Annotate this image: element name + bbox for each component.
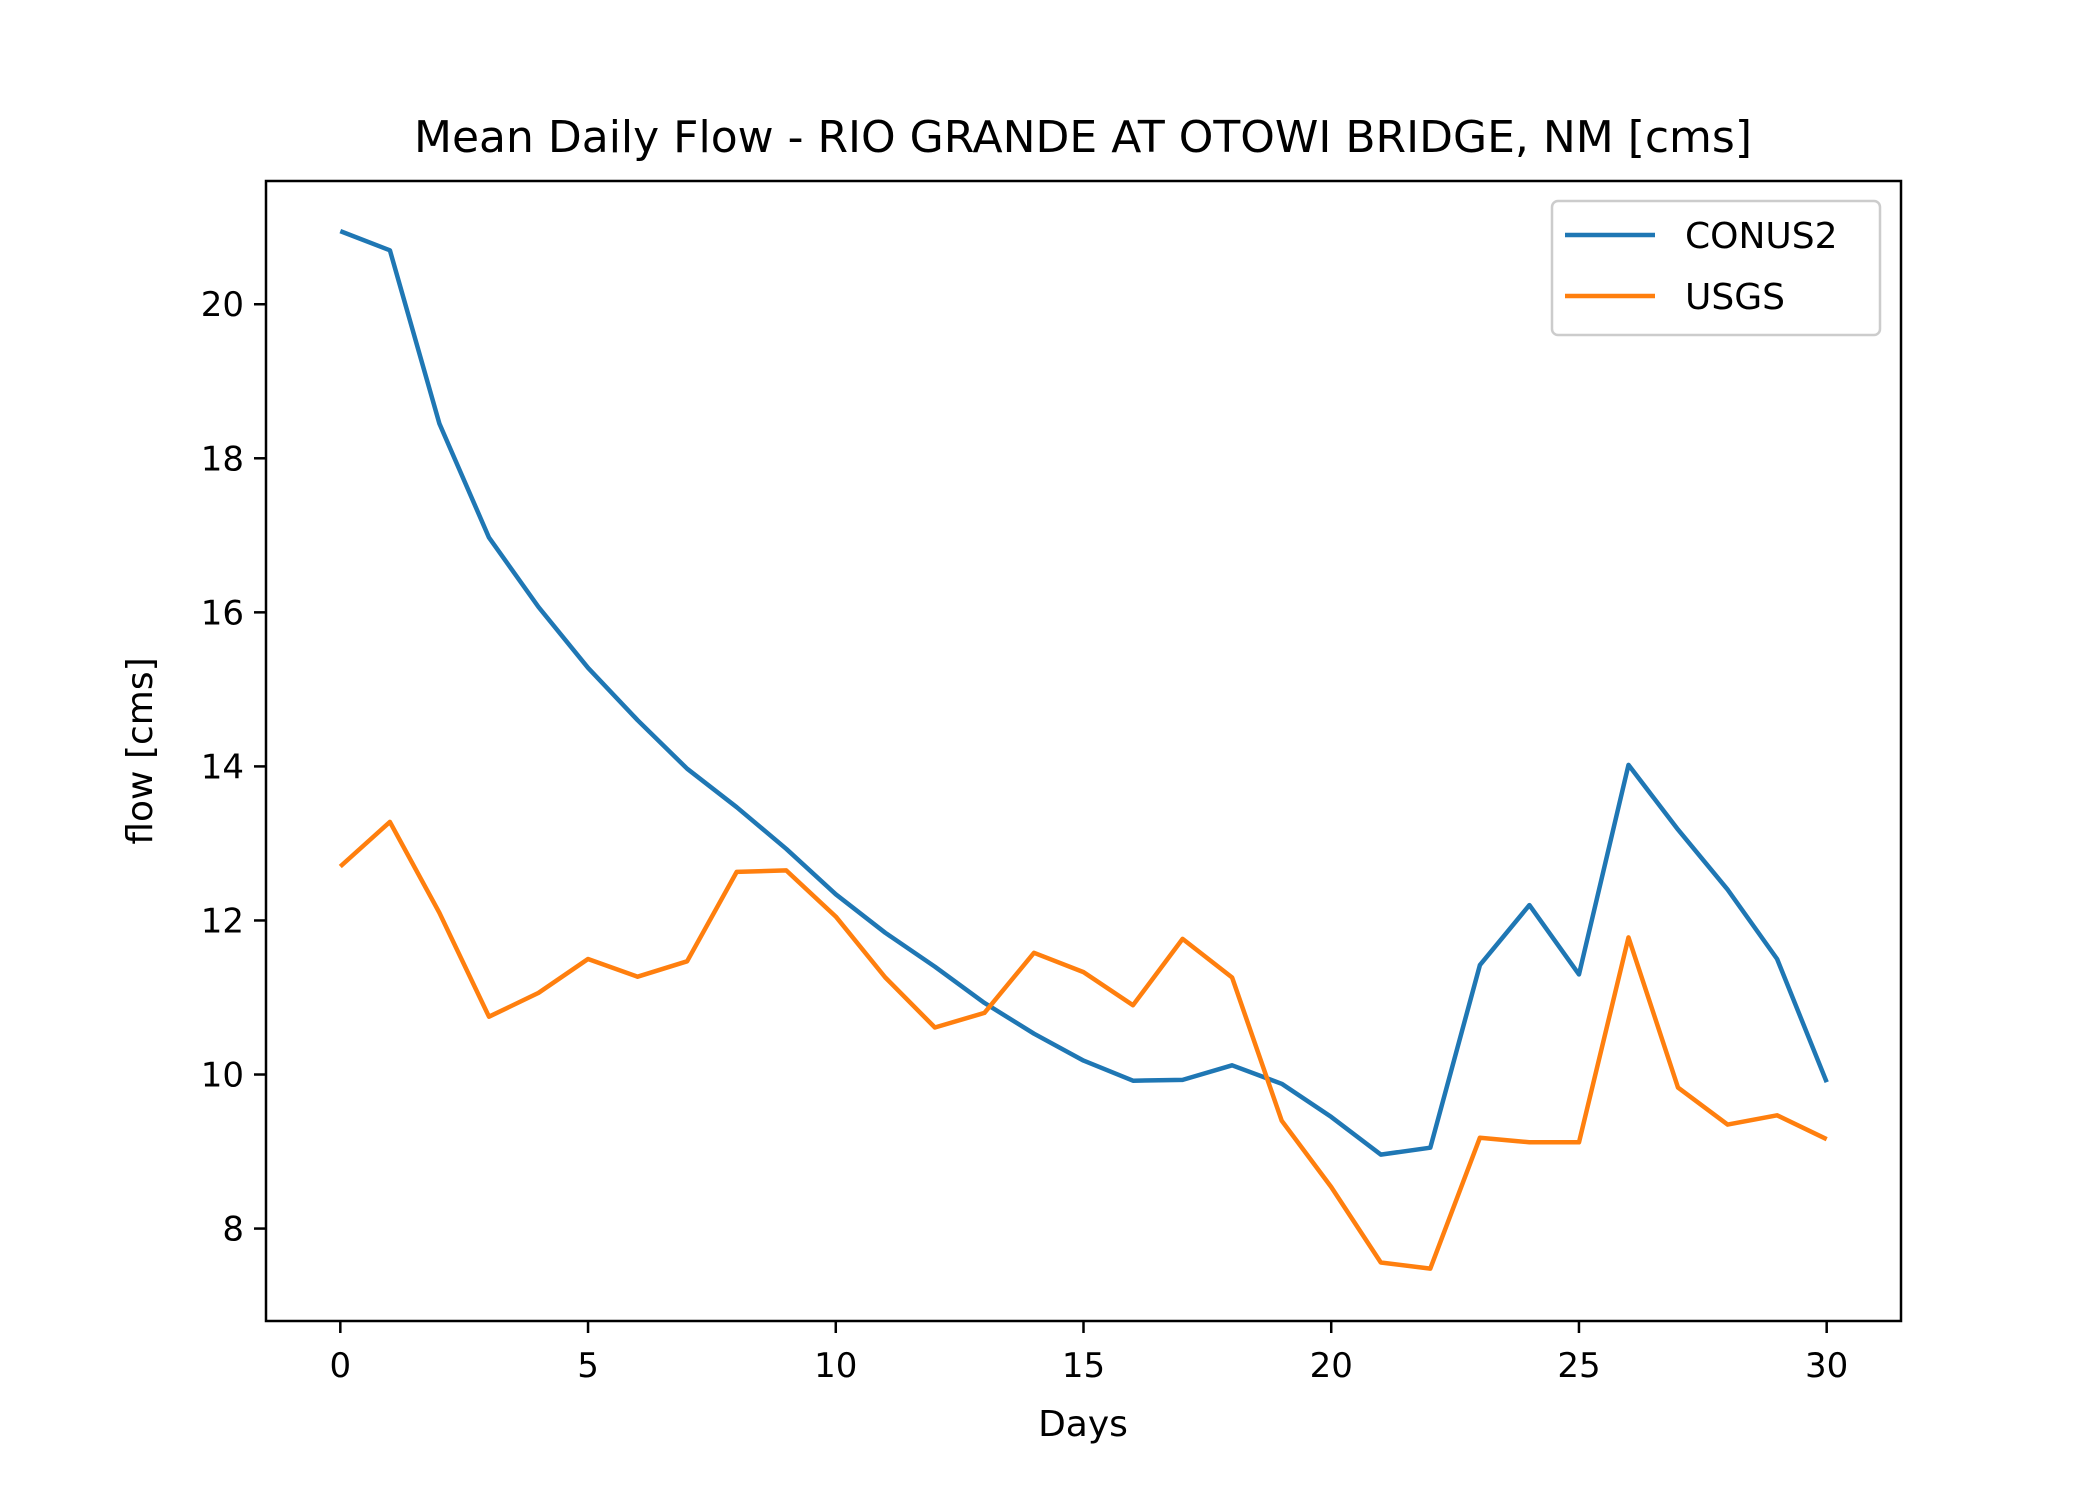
y-tick-label: 10 (201, 1056, 244, 1096)
x-tick-label: 25 (1557, 1346, 1600, 1386)
y-tick-label: 20 (201, 285, 244, 325)
x-tick-label: 10 (814, 1346, 857, 1386)
x-axis-ticks: 0 5 10 15 20 25 30 (329, 1321, 1848, 1386)
plot-lines (338, 229, 1829, 1271)
y-axis-label: flow [cms] (120, 657, 161, 844)
x-tick-label: 15 (1062, 1346, 1105, 1386)
series-line-usgs (338, 819, 1828, 1271)
x-tick-label: 0 (329, 1346, 351, 1386)
x-tick-label: 20 (1310, 1346, 1353, 1386)
legend: CONUS2 USGS (1550, 199, 1882, 337)
y-tick-label: 12 (201, 901, 244, 941)
y-tick-label: 14 (201, 747, 244, 787)
x-tick-label: 5 (577, 1346, 599, 1386)
y-tick-label: 8 (222, 1210, 244, 1250)
y-axis-ticks: 8 10 12 14 16 18 20 (201, 285, 266, 1250)
y-tick-label: 16 (201, 593, 244, 633)
legend-label-usgs: USGS (1685, 277, 1785, 318)
x-tick-label: 30 (1805, 1346, 1848, 1386)
plot-frame (264, 179, 1903, 1323)
x-axis-label: Days (1038, 1404, 1128, 1445)
y-tick-label: 18 (201, 439, 244, 479)
legend-label-conus2: CONUS2 (1685, 216, 1838, 257)
chart-title: Mean Daily Flow - RIO GRANDE AT OTOWI BR… (414, 112, 1752, 163)
series-line-conus2 (339, 229, 1829, 1157)
